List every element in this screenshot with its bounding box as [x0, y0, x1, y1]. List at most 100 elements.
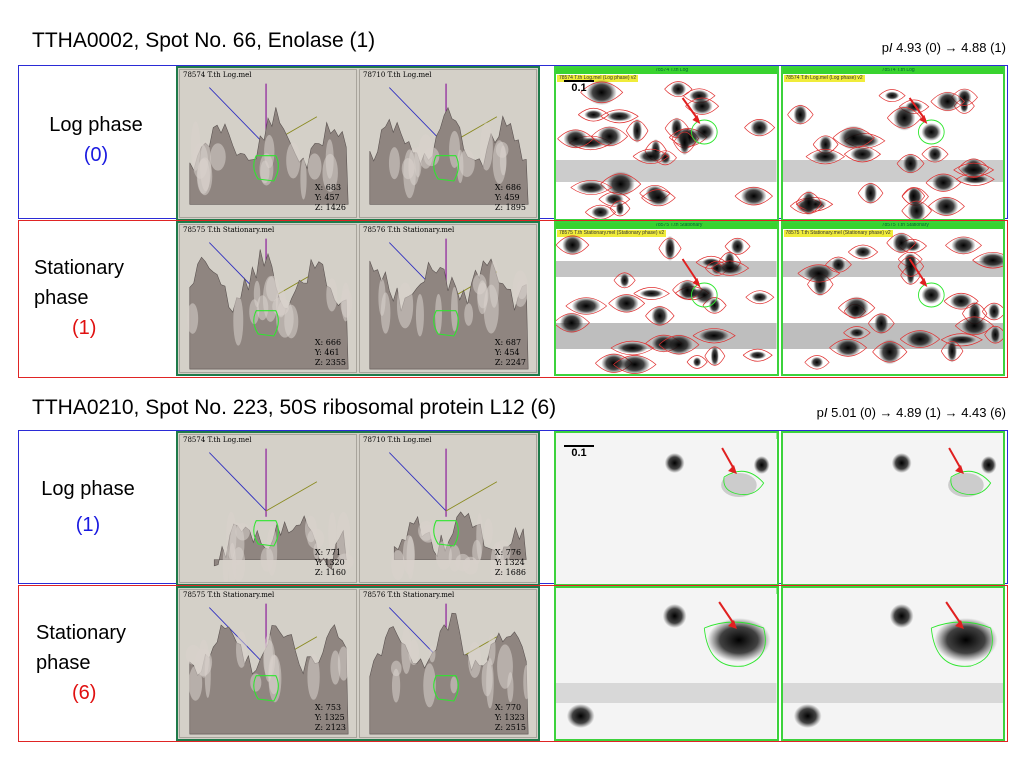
surface-highlight	[391, 550, 405, 581]
protein-spot	[903, 254, 918, 279]
surface-highlight	[236, 631, 247, 668]
surface-highlight	[190, 121, 201, 171]
plot-3d-right[interactable]: 78710 T.th Log.mel X: 776 Y: 1324 Z: 1686	[359, 434, 537, 583]
protein-spot	[749, 351, 767, 360]
row-number: (0)	[83, 144, 109, 166]
plot-3d-left[interactable]: 78574 T.th Log.mel X: 771 Y: 1320 Z: 1160	[179, 434, 357, 583]
arrow-head	[728, 620, 737, 629]
gel-spots	[556, 79, 777, 219]
section2-stationary-row	[18, 585, 1008, 742]
spot-outline	[950, 88, 978, 106]
surface-highlight	[250, 673, 262, 692]
surface-highlight	[450, 676, 458, 694]
protein-spot	[638, 149, 663, 163]
plot-3d-right[interactable]: 78576 T.th Stationary.mel X: 770 Y: 1323 Z:…	[359, 589, 537, 738]
surface-highlight	[459, 149, 475, 177]
coord-z: Z: 2355	[314, 358, 346, 367]
gel-spots	[556, 234, 777, 374]
arrow-head	[692, 115, 701, 124]
scale-bar: 0.1	[564, 445, 594, 459]
spot-outline	[641, 189, 676, 207]
surface-highlight	[341, 282, 351, 322]
surface-highlight	[490, 542, 505, 582]
arrow-line	[908, 97, 926, 121]
surface-highlight	[429, 645, 436, 663]
protein-spot	[562, 234, 583, 256]
surface-highlight	[222, 545, 229, 582]
section1-log-gels: 78574 T.th Log 78574 T.th Log.mel (Log ph…	[554, 66, 1005, 221]
surface-highlight	[325, 139, 334, 179]
section1-stationary-3d-plots: 78575 T.th Stationary.mel X: 666 Y: 461 Z: …	[176, 221, 540, 376]
protein-spot	[878, 339, 901, 365]
surface-highlight	[336, 553, 354, 570]
protein-spot	[753, 456, 770, 474]
spot-outline	[745, 290, 775, 305]
surface-highlight	[418, 520, 435, 541]
protein-spot	[838, 125, 868, 150]
spot-outline	[828, 338, 867, 357]
surface-highlight	[523, 665, 530, 700]
spot-outline	[885, 233, 916, 253]
plot-3d-left[interactable]: 78575 T.th Stationary.mel X: 666 Y: 461 Z: …	[179, 224, 357, 373]
spot-outline	[927, 197, 965, 216]
arrow-head	[918, 115, 927, 124]
coord-y: Y: 1323	[494, 713, 525, 722]
protein-spot	[708, 297, 721, 314]
surface-highlight	[307, 153, 322, 180]
protein-spot	[632, 118, 643, 144]
spot-outline	[673, 131, 696, 154]
spot-outline	[843, 146, 881, 163]
protein-spot	[615, 201, 625, 216]
protein-spot	[679, 129, 690, 156]
protein-spot	[586, 79, 617, 106]
arrow-line	[681, 258, 700, 284]
surface-plot	[185, 603, 350, 735]
pi-italic: I	[823, 405, 828, 420]
protein-spot	[559, 312, 584, 334]
spot-outline	[871, 341, 907, 363]
surface-highlight	[328, 512, 337, 554]
coord-z: Z: 1160	[314, 568, 346, 577]
spot-outline	[600, 109, 639, 124]
surface-highlight	[477, 282, 489, 309]
protein-spot	[614, 293, 639, 313]
spot-outline	[944, 236, 982, 255]
spot-outline	[685, 97, 720, 115]
plot-3d-right[interactable]: 78576 T.th Stationary.mel X: 687 Y: 454 Z: …	[359, 224, 537, 373]
surface-highlight	[196, 158, 210, 194]
surface-highlight	[423, 663, 436, 708]
plot-filename: 78575 T.th Stationary.mel	[183, 226, 275, 234]
coord-x: X: 666	[314, 338, 342, 347]
protein-spot	[651, 305, 669, 327]
surface-plot	[189, 83, 349, 205]
spot-outline	[585, 204, 617, 219]
spot-outline	[645, 306, 675, 326]
target-spot-outline	[917, 282, 945, 308]
plot-3d-left[interactable]: 78575 T.th Stationary.mel X: 753 Y: 1325 Z:…	[179, 589, 357, 738]
section2-log-3d-plots: 78574 T.th Log.mel X: 771 Y: 1320 Z: 1160 7…	[176, 431, 540, 586]
spot-outline	[734, 186, 773, 206]
plot-3d-left[interactable]: 78574 T.th Log.mel X: 683 Y: 457 Z: 1426	[179, 69, 357, 218]
protein-spot	[803, 264, 834, 283]
surface-highlight	[249, 299, 260, 325]
protein-spot	[698, 329, 730, 343]
coord-x: X: 687	[494, 338, 522, 347]
plot-3d-right[interactable]: 78710 T.th Log.mel X: 686 Y: 459 Z: 1895	[359, 69, 537, 218]
gel-streak	[556, 683, 777, 703]
spot-boundary	[253, 520, 279, 547]
spot-outline	[580, 81, 624, 104]
gel-header-bar: 78575 T.th Stationary	[556, 223, 777, 229]
protein-spot	[873, 312, 888, 335]
protein-spot	[891, 453, 912, 473]
spot-outline	[608, 294, 646, 313]
protein-spot	[692, 357, 702, 367]
row-label: Stationary	[34, 257, 125, 279]
